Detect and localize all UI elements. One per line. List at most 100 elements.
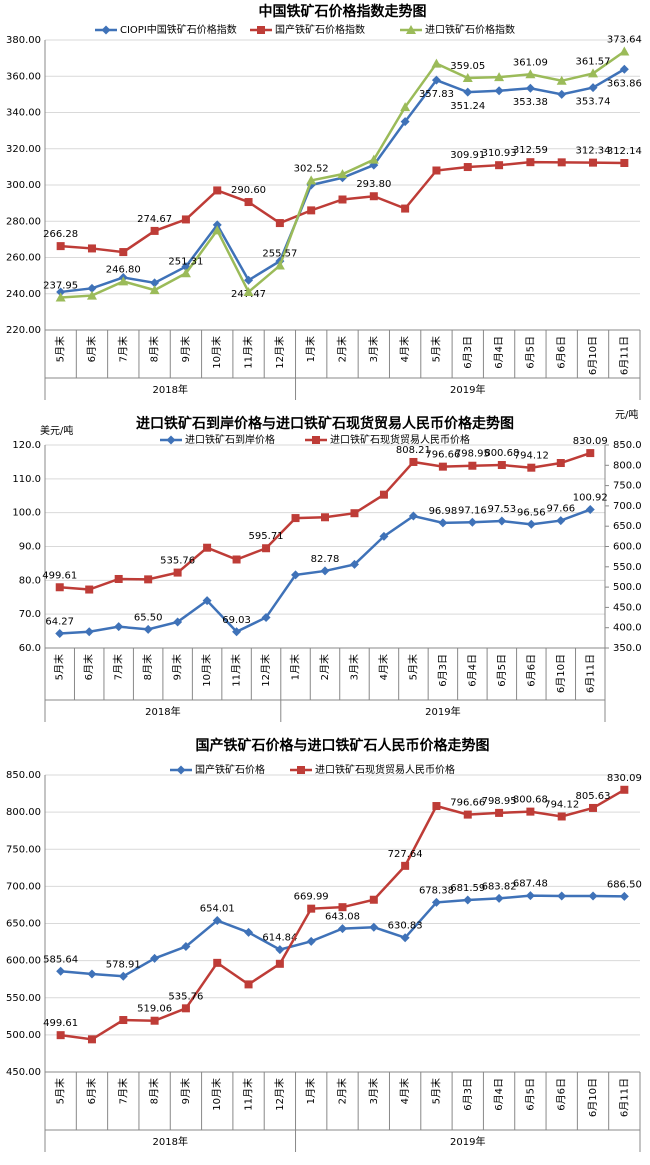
data-point [55, 629, 65, 639]
data-label: 290.60 [231, 185, 266, 196]
data-point [497, 516, 507, 526]
y-tick-label: 650.00 [6, 919, 41, 930]
data-label: 499.61 [42, 570, 77, 581]
y-axis-label: 美元/吨 [40, 424, 73, 437]
y-tick-label: 90.0 [19, 542, 41, 553]
data-point [556, 459, 565, 468]
x-tick-label: 1月末 [289, 654, 302, 680]
data-point [525, 891, 535, 901]
x-tick-label: 6月4日 [466, 654, 478, 687]
data-point [212, 220, 222, 230]
data-point [586, 449, 595, 458]
data-label: 585.64 [43, 954, 78, 965]
y-tick-label: 450.00 [6, 1067, 41, 1078]
data-label: 357.83 [419, 89, 454, 100]
x-tick-label: 6月3日 [462, 336, 474, 369]
data-point [244, 980, 253, 989]
data-point [85, 585, 94, 594]
legend-label: 进口铁矿石到岸价格 [185, 433, 275, 446]
y-tick-label: 600.00 [6, 956, 41, 967]
data-point [213, 958, 222, 967]
y-tick-label: 80.0 [19, 575, 41, 586]
data-label: 351.24 [450, 101, 485, 112]
y-tick-label: 800.00 [6, 807, 41, 818]
y-tick-label: 750.00 [6, 844, 41, 855]
data-label: 363.86 [607, 78, 642, 89]
data-point [87, 1035, 96, 1044]
data-label: 255.57 [262, 249, 297, 260]
data-point [291, 514, 300, 523]
y-tick-label: 260.00 [6, 253, 41, 264]
data-point [526, 807, 535, 816]
legend-marker [406, 25, 416, 34]
y2-tick-label: 500.0 [613, 582, 642, 593]
data-point [620, 158, 629, 167]
x-tick-label: 6月6日 [556, 336, 568, 369]
data-label: 614.84 [262, 933, 297, 944]
data-point [379, 490, 388, 499]
data-label: 353.38 [513, 97, 548, 108]
x-tick-label: 12月末 [259, 654, 272, 687]
x-tick-label: 6月10日 [555, 654, 567, 693]
data-label: 727.64 [388, 849, 423, 860]
x-tick-label: 6月5日 [524, 336, 536, 369]
data-point [467, 517, 477, 527]
x-group-label: 2019年 [425, 705, 460, 718]
x-tick-label: 9月末 [179, 1078, 192, 1104]
data-point [431, 75, 441, 85]
data-label: 97.53 [488, 504, 517, 515]
data-point [203, 543, 212, 552]
data-label: 82.78 [311, 554, 340, 565]
x-group-label: 2019年 [450, 383, 485, 396]
data-point [56, 966, 66, 976]
data-label: 97.66 [546, 504, 575, 515]
data-point [401, 861, 410, 870]
data-point [150, 953, 160, 963]
data-point [306, 175, 317, 185]
x-tick-label: 10月末 [210, 1078, 223, 1111]
x-tick-label: 5月末 [429, 1078, 442, 1104]
x-tick-label: 6月5日 [496, 654, 508, 687]
legend-marker [101, 25, 111, 35]
x-group-label: 2018年 [153, 1135, 188, 1148]
y-tick-label: 500.00 [6, 1030, 41, 1041]
data-label: 309.91 [450, 150, 485, 161]
data-label: 798.95 [482, 796, 517, 807]
legend-marker [297, 766, 305, 774]
y2-tick-label: 750.0 [613, 481, 642, 492]
x-tick-label: 3月末 [347, 654, 360, 680]
data-point [213, 186, 222, 195]
data-point [349, 559, 359, 569]
x-tick-label: 5月末 [429, 336, 442, 362]
data-label: 830.09 [607, 773, 642, 784]
x-group-label: 2019年 [450, 1135, 485, 1148]
x-tick-label: 10月末 [210, 336, 223, 369]
data-point [306, 936, 316, 946]
x-tick-label: 7月末 [116, 1078, 129, 1104]
data-label: 246.80 [106, 264, 141, 275]
x-tick-label: 7月末 [112, 654, 125, 680]
data-label: 669.99 [294, 892, 329, 903]
x-tick-label: 8月末 [141, 654, 154, 680]
data-label: 808.21 [396, 445, 431, 456]
y-tick-label: 220.00 [6, 325, 41, 336]
data-point [588, 83, 598, 93]
data-label: 678.38 [419, 885, 454, 896]
data-point [408, 511, 418, 521]
data-point [556, 75, 567, 85]
legend-label: 进口铁矿石现货贸易人民币价格 [315, 763, 455, 776]
x-tick-label: 2月末 [336, 336, 349, 362]
data-point [321, 513, 329, 522]
data-point [494, 72, 505, 82]
y-tick-label: 60.0 [19, 643, 41, 654]
y-tick-label: 100.0 [12, 508, 41, 519]
data-point [173, 617, 183, 627]
x-tick-label: 6月5日 [524, 1078, 536, 1111]
data-point [379, 531, 389, 541]
data-point [431, 897, 441, 907]
data-label: 353.74 [576, 97, 611, 108]
x-tick-label: 6月末 [82, 654, 95, 680]
data-point [181, 1004, 190, 1013]
data-label: 800.68 [484, 448, 519, 459]
data-label: 312.59 [513, 145, 548, 156]
